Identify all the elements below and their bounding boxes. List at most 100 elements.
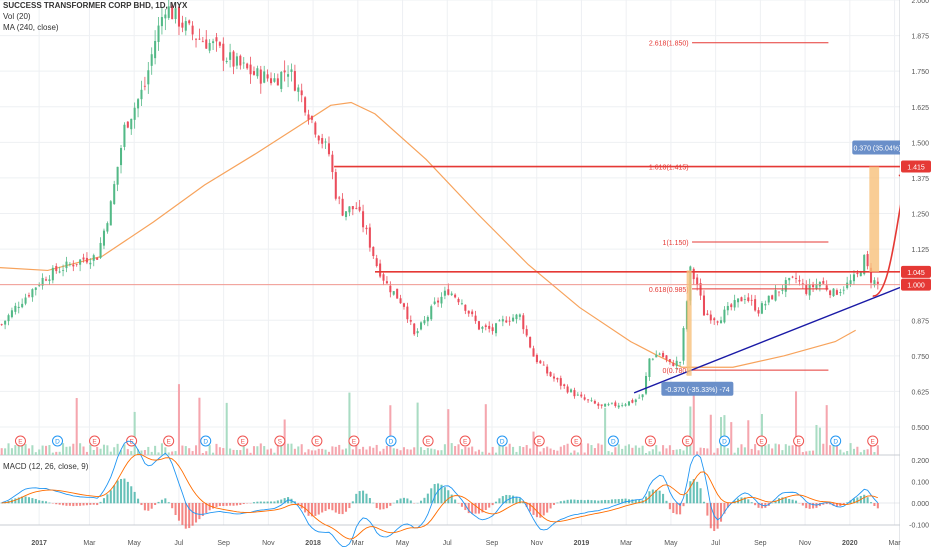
macd-histogram-bar — [184, 503, 187, 529]
macd-histogram-bar — [740, 497, 743, 504]
macd-histogram-bar — [467, 503, 470, 514]
candle-body — [399, 298, 402, 304]
volume-bar — [774, 443, 777, 455]
macd-histogram-bar — [525, 503, 528, 508]
time-tick-label: May — [128, 540, 142, 547]
candle-body — [420, 322, 423, 330]
chart-drawings[interactable]: 2.618(1.850) 1.618(1.415) 1(1.150) 0.618(0.… — [0, 41, 913, 396]
event-badge-s — [274, 435, 286, 447]
macd-histogram-bar — [351, 501, 354, 504]
volume-bar — [249, 452, 252, 455]
macd-histogram-bar — [92, 503, 95, 505]
candle-body — [597, 403, 600, 406]
price-marker — [901, 278, 931, 291]
candle-body — [573, 390, 576, 397]
candle-body — [327, 143, 330, 155]
event-badge-label: E — [352, 439, 357, 446]
volume-bar — [668, 445, 671, 455]
candle-body — [4, 320, 7, 325]
event-badge-e — [163, 435, 175, 447]
macd-histogram-bar — [85, 503, 88, 506]
event-badge-label: D — [833, 439, 838, 446]
candle-body — [0, 324, 3, 326]
candle-body — [382, 274, 385, 281]
moving-average — [0, 101, 856, 368]
candle-body — [777, 291, 780, 293]
macd-histogram-bar — [668, 503, 671, 510]
candle-body — [580, 394, 583, 397]
event-badge-label: E — [537, 439, 542, 446]
macd-histogram-bar — [617, 499, 620, 504]
volume-bar — [805, 451, 808, 455]
candle-body — [713, 318, 716, 321]
candle-body — [784, 280, 787, 292]
macd-histogram-bar — [396, 500, 399, 504]
macd-histogram-bar — [665, 500, 668, 504]
candle-body — [150, 54, 153, 66]
event-badge-e — [14, 435, 26, 447]
volume-bar — [72, 443, 75, 455]
fib-level-label: 1.618(1.415) — [649, 165, 689, 172]
price-axis[interactable]: 2.000 1.875 1.750 1.625 1.500 1.375 1.250 1.125… — [900, 0, 932, 550]
candle-body — [662, 353, 665, 357]
macd-histogram-bar — [130, 486, 133, 504]
macd-histogram-bar — [624, 498, 627, 504]
macd-histogram-bar — [181, 503, 184, 525]
candle-body — [259, 69, 262, 84]
candle-body — [706, 313, 709, 315]
volume-bar — [464, 447, 467, 455]
volume-bar — [539, 451, 542, 455]
volume-bar — [634, 445, 637, 455]
macd-histogram-bar — [495, 501, 498, 504]
time-axis[interactable]: 2017 Mar May Jul Sep Nov 2018 Mar May Jul Sep Nov 20… — [31, 540, 901, 547]
candle-body — [825, 285, 828, 290]
macd-histogram-bar — [474, 503, 477, 514]
volume-bar — [757, 450, 760, 455]
macd-histogram-bar — [160, 499, 163, 504]
macd-histogram-bar — [341, 503, 344, 515]
volume-bar — [467, 447, 470, 455]
macd-histogram-bar — [201, 503, 204, 516]
volume-legend[interactable]: Vol (20) — [3, 12, 31, 21]
time-tick-label: May — [396, 540, 410, 547]
measure-label-up: 0.370 (35.04%) 74 — [853, 146, 911, 153]
candle-body — [795, 277, 798, 279]
macd-histogram-bar — [68, 503, 71, 506]
volume-bar — [525, 445, 528, 455]
ma-legend[interactable]: MA (240, close) — [3, 23, 59, 32]
price-tick-label: 1.375 — [911, 176, 929, 183]
event-badge-label: E — [241, 439, 246, 446]
candle-body — [287, 74, 290, 77]
candle-body — [702, 295, 705, 316]
candle-body — [338, 197, 341, 199]
candle-body — [17, 306, 20, 308]
macd-histogram-bar — [672, 503, 675, 513]
macd-histogram-bar — [375, 503, 378, 509]
volume-bar — [593, 448, 596, 455]
macd-histogram-bar — [96, 503, 99, 506]
candle-body — [570, 389, 573, 393]
volume-bar — [747, 420, 750, 455]
macd-legend[interactable]: MACD (12, 26, close, 9) — [3, 462, 89, 471]
volume-bar — [133, 411, 136, 455]
candle-body — [740, 297, 743, 302]
volume-bar — [454, 446, 457, 455]
event-badge-label: D — [389, 439, 394, 446]
price-marker-label: 1.045 — [907, 270, 925, 277]
candle-body — [743, 299, 746, 301]
macd-histogram-bar — [164, 498, 167, 504]
candle-body — [389, 285, 392, 293]
candle-body — [96, 257, 99, 260]
candle-body — [576, 394, 579, 396]
volume-bar — [549, 448, 552, 455]
macd-histogram-bar — [573, 499, 576, 504]
candle-body — [665, 355, 668, 360]
candle-body — [113, 184, 116, 205]
candle-body — [324, 141, 327, 143]
candle-body — [655, 354, 658, 358]
time-tick-label: 2019 — [574, 540, 590, 547]
candle-body — [600, 404, 603, 406]
volume-bar — [423, 449, 426, 455]
